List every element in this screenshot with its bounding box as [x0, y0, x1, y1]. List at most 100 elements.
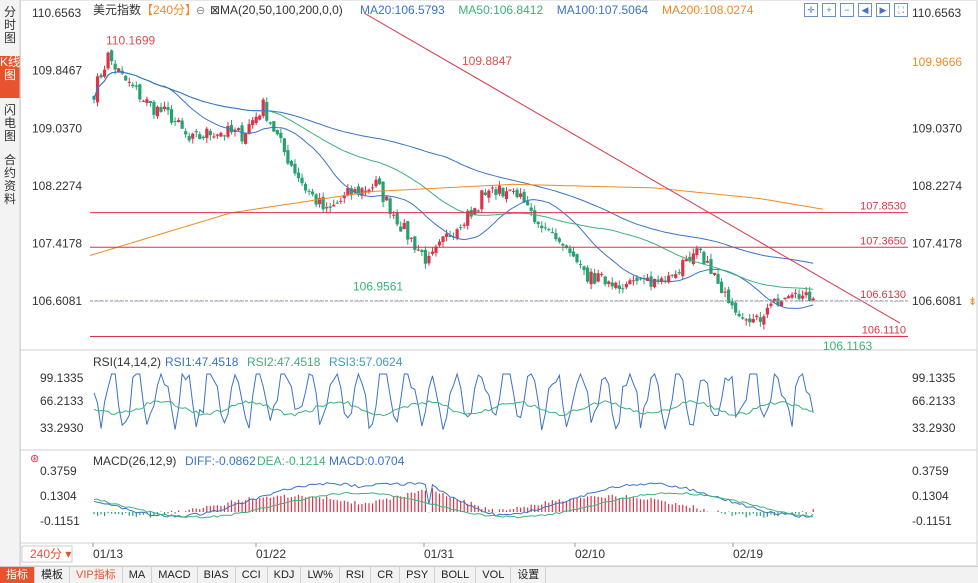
- candle-body: [455, 229, 459, 239]
- period-selector[interactable]: [21, 545, 73, 563]
- fullscreen-icon[interactable]: ⛶: [894, 3, 908, 17]
- zoom-out-icon[interactable]: −: [840, 3, 854, 17]
- candle-body: [610, 282, 614, 287]
- candle-body: [177, 120, 181, 123]
- side-tab-bar: 分时图 K线图 闪电图 合约资料: [0, 0, 21, 566]
- candle-body: [138, 84, 142, 100]
- candle-body: [113, 63, 117, 70]
- candle-body: [677, 272, 681, 274]
- candle-body: [244, 133, 248, 144]
- candle-body: [236, 128, 241, 131]
- candle-body: [762, 316, 766, 325]
- candle-body: [155, 106, 160, 117]
- extreme-label: 106.9561: [353, 279, 403, 293]
- tab-contract-info[interactable]: 合约资料: [3, 153, 16, 206]
- indicator-tab[interactable]: MA: [123, 567, 153, 583]
- indicator-tab[interactable]: 设置: [511, 567, 547, 583]
- candle-body: [275, 130, 279, 135]
- candle-body: [607, 281, 611, 284]
- candle-body: [208, 130, 212, 136]
- candle-body: [191, 133, 195, 139]
- indicator-tab[interactable]: 指标: [0, 567, 35, 583]
- macd-panel: ⊛ MACD(26,12,9) DIFF:-0.0862 DEA:-0.1214 MAC…: [30, 453, 952, 528]
- indicator-tab[interactable]: CCI: [236, 567, 268, 583]
- candle-body: [575, 254, 579, 263]
- candle-body: [564, 245, 569, 248]
- candle-body: [296, 172, 301, 179]
- kline-chart[interactable]: 107.8530 107.3650 106.6130 106.1110 RSI(14,…: [0, 0, 978, 566]
- candle-body: [300, 177, 304, 184]
- candle-body: [585, 267, 590, 282]
- chart-toolbar: ✛ + − ◀ ▶ ⛶: [804, 3, 908, 17]
- indicator-tab[interactable]: CR: [371, 567, 401, 583]
- candle-body: [804, 292, 808, 296]
- candle-body: [568, 248, 572, 254]
- price-label-left: 109.0370: [32, 121, 82, 135]
- tab-flash-chart[interactable]: 闪电图: [3, 103, 16, 143]
- right-icon[interactable]: ▶: [876, 3, 890, 17]
- candle-body: [102, 69, 107, 77]
- candle-body: [169, 109, 174, 123]
- candle-body: [395, 213, 399, 225]
- indicator-tab[interactable]: LW%: [301, 567, 340, 583]
- ma-header: ⊠MA(20,50,100,200,0,0): [210, 3, 343, 17]
- candle-body: [501, 187, 505, 197]
- candle-body: [557, 238, 561, 242]
- candle-body: [698, 248, 702, 251]
- candle-body: [786, 296, 791, 299]
- candle-body: [166, 107, 170, 111]
- indicator-tab[interactable]: BOLL: [435, 567, 477, 583]
- candle-body: [684, 259, 688, 262]
- indicator-tab[interactable]: 模板: [35, 567, 70, 583]
- ma100-line: [93, 71, 814, 264]
- macd-value: DEA:-0.1214: [257, 454, 326, 468]
- ma-value: MA200:108.0274: [662, 3, 754, 17]
- indicator-tab[interactable]: MACD: [152, 567, 198, 583]
- candle-body: [660, 278, 664, 282]
- candle-body: [420, 249, 424, 253]
- candle-body: [127, 81, 131, 83]
- indicator-tab[interactable]: VIP指标: [70, 567, 123, 583]
- candle-body: [187, 135, 191, 141]
- candle-body: [370, 187, 375, 189]
- candle-body: [589, 271, 593, 285]
- candle-body: [215, 134, 219, 136]
- candle-body: [321, 196, 325, 210]
- candle-body: [254, 116, 258, 123]
- candle-body: [621, 288, 625, 290]
- tab-time-chart[interactable]: 分时图: [3, 5, 16, 45]
- candle-body: [469, 209, 473, 217]
- indicator-tab[interactable]: RSI: [340, 567, 372, 583]
- macd-axis-label: 0.3759: [40, 464, 77, 478]
- indicator-tab[interactable]: VOL: [476, 567, 512, 583]
- candle-body: [624, 284, 628, 288]
- price-label-right: 109.0370: [912, 121, 962, 135]
- rsi-axis-label: 33.2930: [912, 421, 956, 435]
- period-selector-label: 240分 ▾: [30, 547, 71, 561]
- candle-body: [783, 297, 787, 300]
- indicator-tab[interactable]: PSY: [400, 567, 436, 583]
- x-axis-date: 01/31: [424, 547, 454, 561]
- candle-body: [483, 192, 487, 195]
- indicator-tab[interactable]: BIAS: [198, 567, 236, 583]
- candle-body: [674, 274, 678, 278]
- candle-body: [152, 101, 156, 115]
- indicator-tab[interactable]: KDJ: [268, 567, 302, 583]
- tab-k-line[interactable]: K线图: [0, 56, 20, 98]
- crosshair-icon[interactable]: ✛: [804, 3, 818, 17]
- candle-body: [282, 138, 286, 153]
- candle-body: [247, 124, 251, 134]
- candle-body: [508, 189, 512, 191]
- left-icon[interactable]: ◀: [858, 3, 872, 17]
- candle-body: [444, 233, 449, 237]
- candle-body: [462, 224, 466, 226]
- zoom-in-icon[interactable]: +: [822, 3, 836, 17]
- candle-body: [614, 282, 618, 288]
- candle-body: [670, 274, 674, 276]
- candle-body: [134, 85, 138, 87]
- candle-body: [310, 191, 315, 195]
- rsi-value: RSI3:57.0624: [329, 355, 403, 369]
- candle-body: [755, 315, 759, 318]
- candle-body: [688, 256, 692, 262]
- candle-body: [737, 313, 741, 317]
